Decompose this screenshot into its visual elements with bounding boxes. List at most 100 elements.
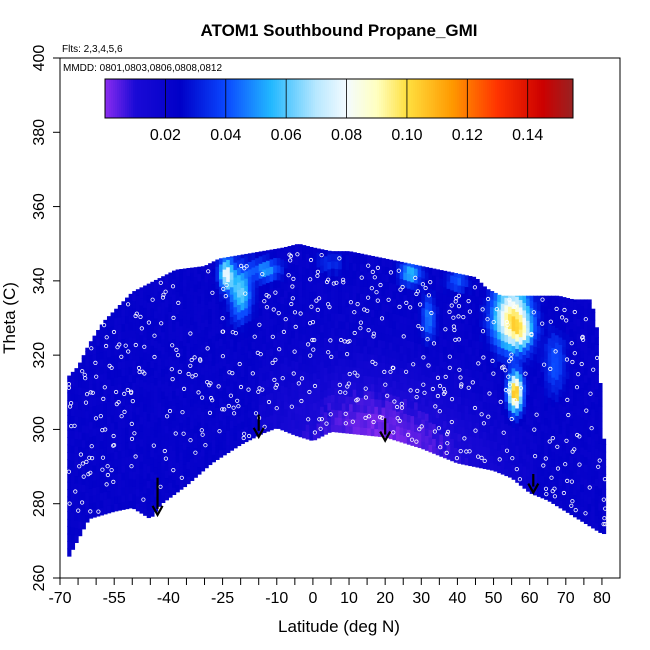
heat-cell [374, 317, 379, 326]
heat-cell [316, 281, 321, 290]
heat-cell [175, 358, 180, 367]
heat-cell [370, 383, 375, 392]
heat-cell [486, 290, 491, 299]
heat-cell [92, 479, 97, 488]
heat-cell [276, 324, 281, 333]
heat-cell [262, 387, 267, 396]
colorbar-segment [519, 79, 522, 118]
sample-marker [352, 370, 357, 375]
heat-cell [417, 380, 422, 389]
heat-cell [533, 353, 538, 362]
heat-cell [356, 278, 361, 287]
heat-cell [424, 413, 430, 422]
heat-cell [316, 289, 321, 298]
heat-cell [186, 468, 191, 477]
heat-cell [222, 410, 227, 419]
heat-cell [291, 322, 296, 331]
colorbar-segment [119, 79, 122, 118]
sample-marker [529, 332, 534, 337]
heat-cell [363, 323, 368, 332]
heat-cell [312, 291, 318, 300]
heat-cell [143, 388, 148, 397]
heat-cell [558, 463, 563, 472]
heat-cell [356, 359, 361, 368]
sample-marker [476, 361, 481, 366]
heat-cell [486, 350, 491, 359]
heat-cell [370, 376, 375, 385]
heat-cell [70, 482, 76, 491]
heat-cell [128, 485, 133, 494]
heat-cell [334, 357, 339, 366]
colorbar-segment [493, 79, 496, 118]
sample-marker [358, 326, 363, 331]
heat-cell [414, 268, 419, 277]
heat-cell [576, 466, 581, 475]
sample-marker [565, 478, 570, 483]
heat-cell [99, 418, 104, 427]
sample-marker [399, 405, 405, 410]
heat-cell [132, 307, 137, 316]
heat-cell [168, 378, 173, 387]
sample-marker [134, 311, 139, 316]
colorbar-segment [393, 79, 396, 118]
heat-cell [338, 298, 343, 307]
heat-cell [78, 491, 83, 500]
heat-cell [96, 456, 101, 465]
heat-cell [594, 485, 599, 494]
colorbar-segment [457, 79, 460, 118]
heat-cell [432, 268, 437, 276]
heat-cell [446, 288, 451, 297]
heat-cell [417, 343, 422, 352]
heat-cell [598, 487, 603, 496]
heat-cell [529, 426, 534, 435]
sample-marker [343, 421, 348, 426]
heat-cell [330, 305, 336, 314]
heat-cell [471, 287, 477, 296]
heat-cell [172, 390, 177, 399]
colorbar-segment [287, 79, 290, 118]
heat-cell [309, 328, 314, 337]
heat-cell [135, 317, 141, 326]
sample-marker [250, 371, 255, 376]
heat-cell [103, 409, 108, 418]
heat-cell [526, 295, 531, 299]
heat-cell [85, 351, 90, 360]
heat-cell [544, 424, 549, 433]
heat-cell [117, 316, 123, 325]
heat-cell [442, 286, 448, 295]
heat-cell [453, 439, 459, 448]
colorbar-segment [143, 79, 146, 118]
heat-cell [222, 261, 227, 270]
heat-cell [150, 434, 155, 443]
heat-cell [70, 467, 76, 476]
sample-marker [366, 327, 371, 333]
heat-cell [146, 502, 151, 511]
heat-cell [482, 319, 487, 328]
heat-cell [526, 468, 531, 477]
heat-cell [439, 426, 444, 435]
heat-cell [457, 440, 462, 449]
heat-cell [175, 476, 180, 485]
heat-cell [327, 250, 332, 255]
heat-cell [193, 284, 198, 293]
colorbar-segment [375, 79, 378, 118]
heat-cell [370, 428, 375, 437]
heat-cell [461, 300, 466, 309]
heat-cell [432, 304, 437, 313]
heat-cell [565, 415, 571, 424]
heat-cell [103, 476, 108, 485]
heat-cell [569, 432, 574, 441]
heat-cell [576, 504, 581, 513]
heat-cell [341, 269, 347, 278]
sample-marker [133, 313, 138, 319]
sample-marker [232, 411, 237, 416]
colorbar-segment [167, 79, 170, 118]
heat-cell [399, 345, 404, 354]
heat-cell [442, 353, 448, 362]
heat-cell [139, 409, 144, 418]
heat-cell [544, 476, 549, 485]
heat-cell [218, 271, 224, 280]
arrow-marker [527, 474, 540, 495]
heat-cell [88, 399, 94, 408]
heat-cell [320, 324, 325, 333]
